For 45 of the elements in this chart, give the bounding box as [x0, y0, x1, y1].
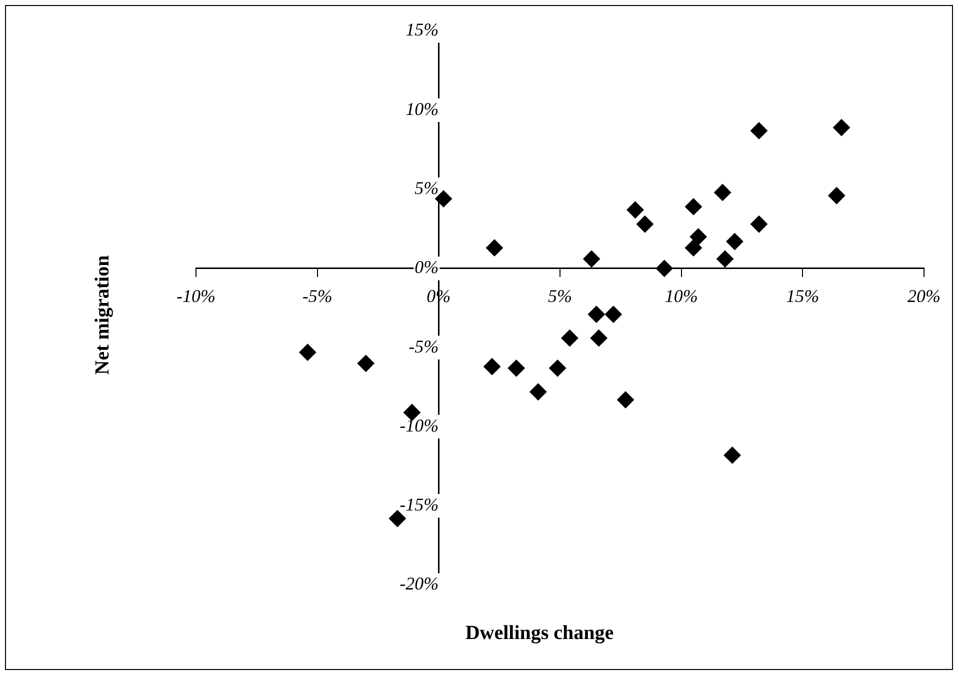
point — [484, 358, 501, 376]
point — [486, 239, 503, 256]
y-tick-label: -15% — [400, 494, 439, 515]
point — [583, 250, 600, 268]
point — [626, 201, 644, 218]
point — [403, 404, 420, 421]
point — [636, 216, 654, 233]
y-tick-label: 15% — [406, 20, 439, 40]
x-tick-label: -10% — [176, 286, 216, 306]
point — [724, 446, 741, 464]
point — [684, 239, 702, 256]
y-tick-label: -10% — [400, 415, 439, 436]
point — [590, 330, 608, 347]
x-tick-label: 10% — [664, 286, 698, 306]
y-tick-label: 10% — [406, 98, 439, 119]
point — [388, 510, 406, 528]
point — [588, 306, 605, 323]
point — [716, 250, 734, 268]
y-tick-label: 5% — [414, 178, 439, 198]
point — [714, 184, 732, 201]
y-tick-label: -5% — [408, 336, 439, 356]
point — [604, 306, 622, 323]
point — [508, 360, 525, 377]
y-tick-label: 0% — [414, 257, 439, 278]
x-tick-label: 5% — [548, 286, 572, 306]
point — [299, 344, 316, 361]
x-tick-label: 20% — [908, 286, 940, 306]
point — [549, 360, 566, 377]
x-axis-title: Dwellings change — [464, 622, 615, 645]
y-axis-title: Net migration — [92, 255, 114, 375]
point — [656, 260, 673, 277]
point — [530, 383, 547, 400]
point — [828, 187, 846, 204]
point — [690, 228, 707, 246]
point — [684, 198, 702, 216]
point — [617, 391, 634, 408]
point — [832, 119, 850, 136]
point — [561, 330, 578, 347]
point — [357, 354, 374, 372]
y-tick-label: -20% — [400, 574, 439, 594]
point — [750, 122, 768, 140]
x-tick-label: -5% — [302, 286, 332, 306]
point — [750, 216, 768, 233]
x-tick-label: 15% — [786, 286, 820, 306]
point — [726, 233, 744, 250]
